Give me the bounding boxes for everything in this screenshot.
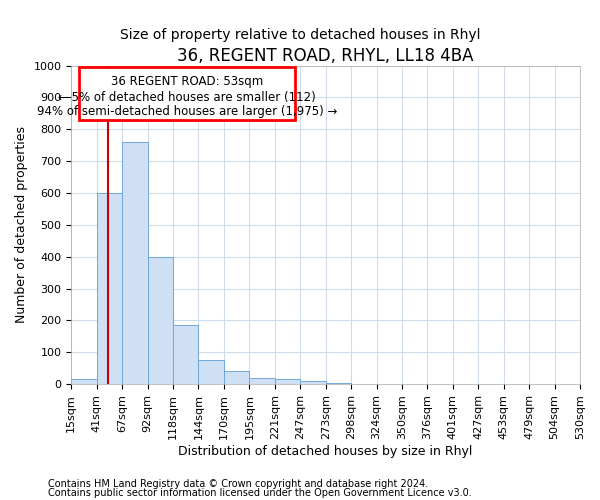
Bar xyxy=(300,381,326,384)
Bar xyxy=(326,382,351,384)
Bar xyxy=(275,380,300,384)
Bar xyxy=(97,193,122,384)
Title: 36, REGENT ROAD, RHYL, LL18 4BA: 36, REGENT ROAD, RHYL, LL18 4BA xyxy=(178,48,474,66)
Y-axis label: Number of detached properties: Number of detached properties xyxy=(15,126,28,324)
Text: 36 REGENT ROAD: 53sqm: 36 REGENT ROAD: 53sqm xyxy=(111,76,263,88)
Bar xyxy=(71,380,97,384)
Text: Contains HM Land Registry data © Crown copyright and database right 2024.: Contains HM Land Registry data © Crown c… xyxy=(48,479,428,489)
Text: ← 5% of detached houses are smaller (112): ← 5% of detached houses are smaller (112… xyxy=(58,91,316,104)
X-axis label: Distribution of detached houses by size in Rhyl: Distribution of detached houses by size … xyxy=(178,444,473,458)
Text: Contains public sector information licensed under the Open Government Licence v3: Contains public sector information licen… xyxy=(48,488,472,498)
Bar xyxy=(173,325,199,384)
Bar xyxy=(250,378,275,384)
Text: 94% of semi-detached houses are larger (1,975) →: 94% of semi-detached houses are larger (… xyxy=(37,106,337,118)
Text: Size of property relative to detached houses in Rhyl: Size of property relative to detached ho… xyxy=(120,28,480,42)
Bar xyxy=(199,360,224,384)
Bar xyxy=(148,256,173,384)
Bar xyxy=(122,142,148,384)
FancyBboxPatch shape xyxy=(79,67,295,120)
Bar xyxy=(224,372,250,384)
